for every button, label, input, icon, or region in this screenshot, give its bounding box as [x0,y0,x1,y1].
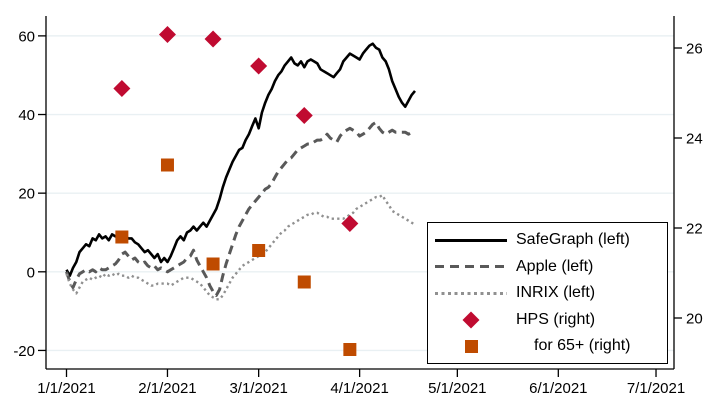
x-axis-tick-label: 2/1/2021 [138,380,196,397]
x-axis-tick-label: 6/1/2021 [529,380,587,397]
legend-item-safegraph: SafeGraph (left) [428,228,667,253]
series-line-inrix [65,193,416,301]
left-axis-tick-label: -20 [13,343,35,360]
right-axis-tick-label: 26 [686,41,703,58]
series-line-apple [65,120,413,297]
legend-label-inrix: INRIX (left) [516,284,596,301]
for65-square-marker [160,158,174,172]
hps-diamond-marker [158,26,176,43]
square-marker-icon [464,339,478,353]
for65-square-marker [252,244,266,257]
left-axis-tick-label: 0 [27,264,35,281]
hps-diamond-marker [341,215,359,232]
legend-box: SafeGraph (left) Apple (left) INRIX (lef… [427,222,668,364]
hps-diamond-marker [250,57,268,75]
left-axis-tick-label: 40 [18,107,35,124]
hps-diamond-marker [295,107,313,124]
x-axis-tick-label: 3/1/2021 [229,380,287,397]
x-axis-tick-label: 4/1/2021 [330,380,388,397]
hps-diamond-marker [204,30,222,48]
x-axis-tick-label: 5/1/2021 [428,380,486,397]
legend-label-hps: HPS (right) [516,310,596,328]
right-axis-tick-label: 24 [686,131,703,148]
hps-diamond-marker [113,80,131,97]
dotted-line-sample-icon [435,291,507,295]
dashed-line-sample-icon [435,264,507,269]
for65-square-marker [297,275,311,289]
left-axis-tick-label: 60 [18,28,35,45]
x-axis-tick-label: 1/1/2021 [37,380,95,397]
solid-line-sample-icon [435,238,507,242]
for65-square-marker [343,343,357,356]
right-axis-tick-label: 20 [686,311,703,328]
left-axis-tick-label: 20 [18,186,35,203]
for65-square-marker [206,257,220,271]
legend-label-apple: Apple (left) [516,257,594,275]
legend-item-for65: for 65+ (right) [428,334,667,359]
diamond-marker-icon [462,311,480,328]
legend-label-for65: for 65+ (right) [534,337,631,354]
for65-square-marker [115,230,129,244]
x-axis-tick-label: 7/1/2021 [627,380,685,397]
legend-label-safegraph: SafeGraph (left) [516,231,630,248]
legend-item-hps: HPS (right) [428,307,667,332]
legend-item-inrix: INRIX (left) [428,281,667,306]
right-axis-tick-label: 22 [686,221,703,238]
legend-item-apple: Apple (left) [428,254,667,279]
